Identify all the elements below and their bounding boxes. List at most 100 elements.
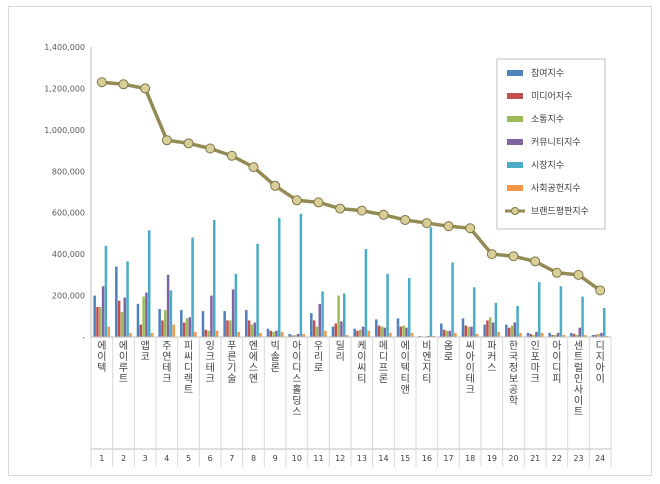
bar-미디어지수 — [356, 330, 359, 337]
bar-시장지수 — [581, 296, 584, 337]
legend-swatch — [507, 70, 523, 76]
x-rank-label: 21 — [530, 454, 540, 463]
x-rank-label: 11 — [313, 454, 323, 463]
line-point — [595, 285, 606, 296]
x-rank-label: 1 — [99, 454, 104, 463]
bar-커뮤니티지수 — [600, 332, 603, 337]
bar-소통지수 — [359, 329, 362, 337]
bar-시장지수 — [212, 219, 216, 337]
bar-미디어지수 — [291, 335, 294, 337]
bar-소통지수 — [99, 306, 102, 337]
bar-참여지수 — [331, 326, 335, 337]
y-axis: 1,400,000 1,200,000 1,000,000 800,000 600,00… — [44, 43, 92, 342]
bar-사회공헌지수 — [215, 330, 219, 337]
brand-reputation-chart: 1,400,000 1,200,000 1,000,000 800,000 600,00… — [44, 43, 612, 467]
bar-커뮤니티지수 — [340, 321, 343, 337]
bar-사회공헌지수 — [497, 331, 500, 337]
line-point — [573, 269, 584, 280]
legend-label: 커뮤니티지수 — [531, 137, 581, 148]
x-rank-label: 4 — [164, 454, 169, 463]
bar-소통지수 — [315, 326, 319, 337]
line-point — [205, 143, 216, 154]
bar-커뮤니티지수 — [405, 327, 408, 337]
line-point — [400, 214, 411, 225]
y-tick-label: 1,400,000 — [44, 43, 85, 52]
legend-label: 미디어지수 — [531, 91, 572, 102]
bar-참여지수 — [440, 323, 443, 337]
x-rank-label: 12 — [335, 454, 345, 463]
bar-시장지수 — [256, 243, 259, 337]
bar-커뮤니티지수 — [231, 289, 235, 337]
bar-미디어지수 — [117, 300, 121, 337]
bar-참여지수 — [93, 295, 96, 337]
bar-사회공헌지수 — [345, 334, 349, 337]
bar-커뮤니티지수 — [101, 286, 105, 337]
bar-커뮤니티지수 — [253, 322, 257, 337]
bar-시장지수 — [516, 305, 519, 337]
bar-사회공헌지수 — [605, 335, 609, 337]
bar-커뮤니티지수 — [145, 292, 148, 337]
bar-참여지수 — [461, 318, 465, 337]
x-rank-label: 13 — [357, 454, 367, 463]
bar-소통지수 — [294, 335, 297, 337]
bar-시장지수 — [472, 287, 476, 337]
bar-시장지수 — [537, 282, 541, 337]
bar-시장지수 — [234, 273, 238, 337]
bar-시장지수 — [602, 308, 606, 337]
bar-사회공헌지수 — [280, 331, 284, 337]
x-rank-label: 22 — [552, 454, 562, 463]
bar-소통지수 — [380, 326, 384, 337]
line-point — [183, 138, 194, 149]
x-rank-label: 2 — [121, 454, 126, 463]
legend-swatch — [507, 139, 523, 145]
bar-참여지수 — [483, 324, 486, 337]
x-rank-label: 10 — [292, 454, 302, 463]
brand-reputation-line — [96, 77, 606, 296]
bar-시장지수 — [277, 217, 281, 337]
bar-소통지수 — [250, 324, 254, 337]
bar-시장지수 — [321, 291, 324, 337]
bar-커뮤니티지수 — [210, 295, 213, 337]
y-tick-label: 800,000 — [52, 167, 85, 176]
bar-미디어지수 — [399, 326, 403, 337]
bar-참여지수 — [136, 303, 140, 337]
bar-미디어지수 — [269, 330, 273, 337]
bar-미디어지수 — [507, 327, 511, 337]
x-rank-label: 18 — [465, 454, 475, 463]
bars — [93, 213, 609, 337]
bar-참여지수 — [223, 311, 226, 337]
x-rank-label: 23 — [573, 454, 583, 463]
bar-사회공헌지수 — [389, 332, 392, 337]
bar-미디어지수 — [312, 320, 316, 337]
bar-시장지수 — [169, 290, 173, 337]
bar-커뮤니티지수 — [166, 274, 170, 337]
bar-미디어지수 — [226, 320, 229, 337]
bar-참여지수 — [115, 266, 118, 337]
y-tick-label: 1,200,000 — [44, 84, 85, 93]
bar-사회공헌지수 — [324, 330, 327, 337]
line-point — [465, 223, 476, 234]
bar-미디어지수 — [377, 325, 381, 337]
x-rank-label: 17 — [443, 454, 453, 463]
bar-커뮤니티지수 — [318, 303, 322, 337]
line-point — [313, 197, 324, 208]
bar-사회공헌지수 — [194, 331, 197, 337]
bar-시장지수 — [386, 273, 389, 337]
bar-소통지수 — [597, 333, 600, 337]
bar-시장지수 — [147, 230, 151, 337]
bar-시장지수 — [451, 262, 454, 337]
bar-소통지수 — [229, 320, 232, 337]
